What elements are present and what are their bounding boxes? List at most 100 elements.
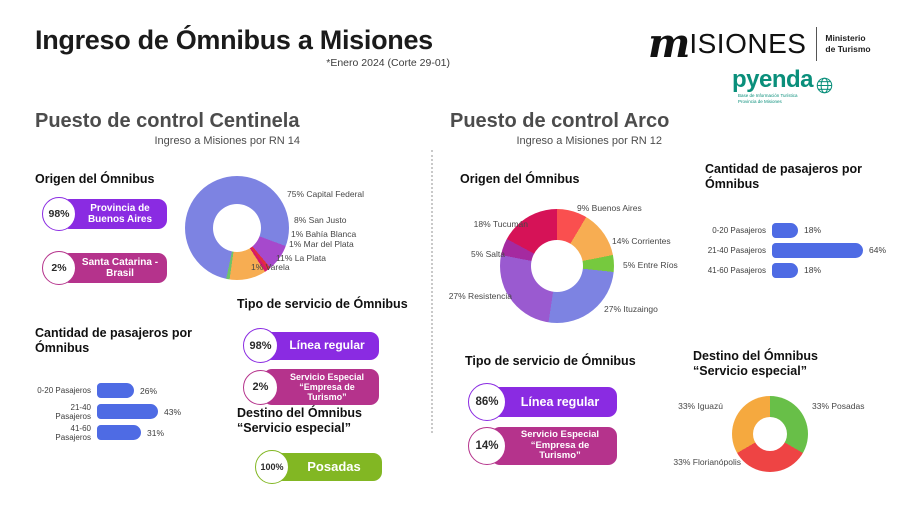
stat-pill-value: 98% [42,197,76,231]
bar-value-label: 18% [804,225,822,235]
donut-slice-label: 14% Corrientes [612,236,671,246]
donut-slice-label: 33% Iguazú [678,401,723,411]
donut-slice-label: 33% Florianópolis [673,457,741,467]
pyenda-wordmark: pyenda [732,66,814,93]
donut-slice-label: 27% Ituzaingo [604,304,658,314]
misiones-logo-script-m: m [648,20,691,67]
donut-hole [753,417,787,451]
header: Ingreso de Ómnibus a Misiones *Enero 202… [35,25,450,69]
donut-hole [531,240,583,292]
misiones-logo-wordmark: ISIONES [689,28,807,59]
stat-pill-label: Línea regular [263,331,379,360]
arco-subtitle: Ingreso a Misiones por RN 12 [516,135,662,147]
bar-row: 21-40 Pasajeros 43% [35,401,181,422]
globe-icon [816,77,833,99]
arco-service-pills: 86% Línea regular 14% Servicio Especial “Em… [468,383,617,465]
arco-passengers-bar-chart: 0-20 Pasajeros 18% 21-40 Pasajeros 64% 41-60… [700,220,886,280]
stat-pill-value: 14% [468,427,506,465]
bar-category-label: 41-60 Pasajeros [707,265,766,275]
donut-slice-label: 75% Capital Federal [287,189,365,199]
bar-category-label: 0-20 Pasajeros [712,225,766,235]
misiones-ministry-label: Ministerio de Turismo [825,32,871,54]
arco-passengers-heading: Cantidad de pasajeros por Ómnibus [705,162,862,191]
donut-slice-label: 9% Buenos Aires [577,203,642,213]
section-divider [431,150,433,433]
stat-pill-value: 100% [255,450,289,484]
misiones-logo-divider [816,27,818,61]
arco-destination-donut-chart: 33% Posadas 33% Florianópolis 33% Iguazú [640,392,880,487]
stat-pill-value: 98% [243,328,278,363]
donut-slice-label: 5% Entre Ríos [623,260,678,270]
centinela-origin-pills: 98% Provincia de Buenos Aires 2% Santa Cata… [42,197,167,285]
centinela-origin-donut-chart: 75% Capital Federal 8% San Justo 1% Bahía … [180,170,430,285]
bar-row: 0-20 Pasajeros 18% [700,220,886,240]
bar-category-label: 0-20 Pasajeros [37,386,91,395]
arco-title: Puesto de control Arco [450,110,670,132]
bar-value-label: 43% [164,406,182,417]
centinela-service-pills: 98% Línea regular 2% Servicio Especial “Emp… [243,328,379,406]
bar [97,425,141,440]
bar [97,404,158,419]
bar-row: 41-60 Pasajeros 18% [700,260,886,280]
pyenda-logo: pyenda Base de Información Turística Pro… [732,66,833,104]
arco-destination-heading: Destino del Ómnibus “Servicio especial” [693,349,819,378]
donut-slice-label: 8% San Justo [294,215,347,225]
bar [97,383,134,398]
centinela-origin-heading: Origen del Ómnibus [35,172,155,186]
pyenda-tagline: Base de Información Turística Provincia … [738,92,798,104]
centinela-passengers-heading: Cantidad de pasajeros por Ómnibus [35,326,192,355]
bar-value-label: 64% [869,245,887,255]
stat-pill-label: Provincia de Buenos Aires [61,199,167,229]
arco-header: Puesto de control Arco Ingreso a Misione… [450,110,670,147]
donut-ring [185,176,289,280]
donut-slice-label: 5% Salta [470,249,505,259]
stat-pill: 86% Línea regular [468,383,617,421]
centinela-subtitle: Ingreso a Misiones por RN 14 [154,135,300,147]
bar-value-label: 26% [140,385,158,396]
bar-row: 0-20 Pasajeros 26% [35,380,181,401]
donut-ring [500,209,614,323]
stat-pill-value: 86% [468,383,506,421]
stat-pill-value: 2% [243,369,278,405]
centinela-service-heading: Tipo de servicio de Ómnibus [237,297,408,311]
bar [772,222,798,238]
donut-slice-label: 11% La Plata [276,253,326,263]
centinela-title: Puesto de control Centinela [35,110,300,132]
arco-service-heading: Tipo de servicio de Ómnibus [465,354,636,368]
stat-pill: 100% Posadas [255,450,382,484]
stat-pill-value: 2% [42,251,76,285]
donut-slice-label: 1% Bahía Blanca [291,229,357,239]
stat-pill: 98% Provincia de Buenos Aires [42,197,167,231]
centinela-destination-pills: 100% Posadas [255,450,382,484]
donut-slice-label: 1% Varela [251,262,290,272]
donut-slice-label: 27% Resistencia [448,291,512,301]
bar-row: 21-40 Pasajeros 64% [700,240,886,260]
bar [772,262,798,278]
arco-origin-donut-chart: 9% Buenos Aires 14% Corrientes 5% Entre Rí… [440,195,695,335]
page-title: Ingreso de Ómnibus a Misiones [35,25,433,55]
centinela-passengers-bar-chart: 0-20 Pasajeros 26% 21-40 Pasajeros 43% 41-60… [35,380,181,443]
stat-pill-label: Servicio Especial “Empresa de Turismo” [263,369,379,406]
bar-value-label: 18% [804,265,822,275]
stat-pill: 98% Línea regular [243,328,379,363]
stat-pill: 2% Servicio Especial “Empresa de Turismo” [243,369,379,406]
page-subtitle: *Enero 2024 (Corte 29-01) [326,57,450,69]
stat-pill: 2% Santa Catarina - Brasil [42,251,167,285]
donut-slice-label: 33% Posadas [812,401,865,411]
donut-slice-label: 1% Mar del Plata [289,239,354,249]
bar [772,242,863,258]
bar-row: 41-60 Pasajeros 31% [35,422,181,443]
stat-pill-label: Santa Catarina - Brasil [61,253,167,283]
centinela-destination-heading: Destino del Ómnibus “Servicio especial” [237,406,363,435]
bar-value-label: 31% [147,427,165,438]
stat-pill-label: Servicio Especial “Empresa de Turismo” [491,427,617,465]
centinela-header: Puesto de control Centinela Ingreso a Mi… [35,110,300,147]
stat-pill: 14% Servicio Especial “Empresa de Turismo… [468,427,617,465]
donut-slice-label: 18% Tucumán [473,219,528,229]
donut-ring [732,396,808,472]
bar-category-label: 21-40 Pasajeros [707,245,766,255]
bar-category-label: 41-60 Pasajeros [55,423,91,442]
bar-category-label: 21-40 Pasajeros [55,402,91,421]
donut-hole [213,204,261,252]
